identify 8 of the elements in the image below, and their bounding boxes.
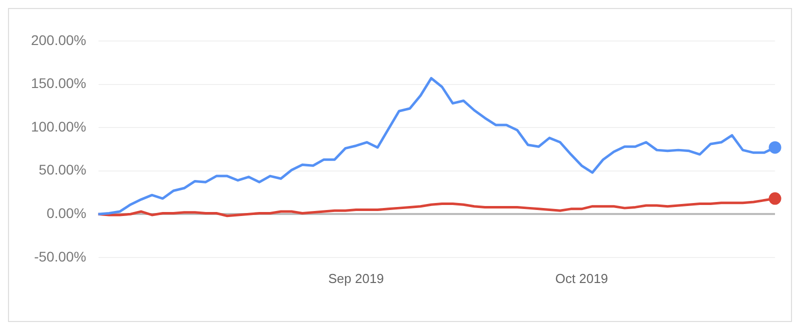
y-tick-label: 150.00% — [30, 75, 86, 92]
y-tick-label: -50.00% — [34, 248, 86, 264]
x-tick-label: Oct 2019 — [555, 270, 608, 286]
y-tick-label: 50.00% — [38, 162, 86, 178]
y-tick-label: 200.00% — [30, 32, 86, 48]
y-tick-label: 0.00% — [46, 204, 86, 221]
x-tick-label: Sep 2019 — [328, 270, 384, 286]
y-tick-label: 100.00% — [30, 118, 86, 134]
